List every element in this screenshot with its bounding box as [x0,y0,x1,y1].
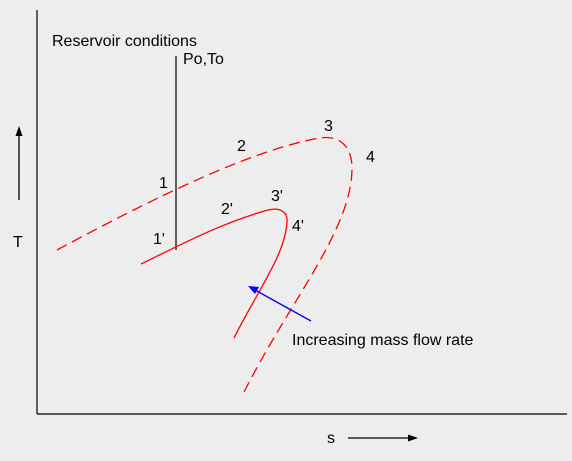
point-label-2-prime: 2' [221,201,233,218]
reservoir-label: Reservoir conditions [52,33,197,50]
outer-curve [56,136,353,397]
point-label-1-prime: 1' [153,231,165,248]
mass-flow-arrow [254,289,312,322]
y-axis-label: T [13,234,23,251]
t-axis-arrowhead [15,126,23,136]
mass-flow-arrowhead [248,286,259,294]
x-axis-label: s [327,430,335,447]
point-label-3-prime: 3' [271,188,283,205]
point-label-4-prime: 4' [292,218,304,235]
reservoir-symbols: Po,To [183,51,224,68]
point-label-2: 2 [237,138,246,155]
point-label-4: 4 [366,149,375,166]
point-label-3: 3 [324,118,333,135]
inner-curve [140,208,288,339]
point-label-1: 1 [159,175,168,192]
mass-flow-annotation: Increasing mass flow rate [292,332,474,349]
s-axis-arrowhead [408,434,418,442]
